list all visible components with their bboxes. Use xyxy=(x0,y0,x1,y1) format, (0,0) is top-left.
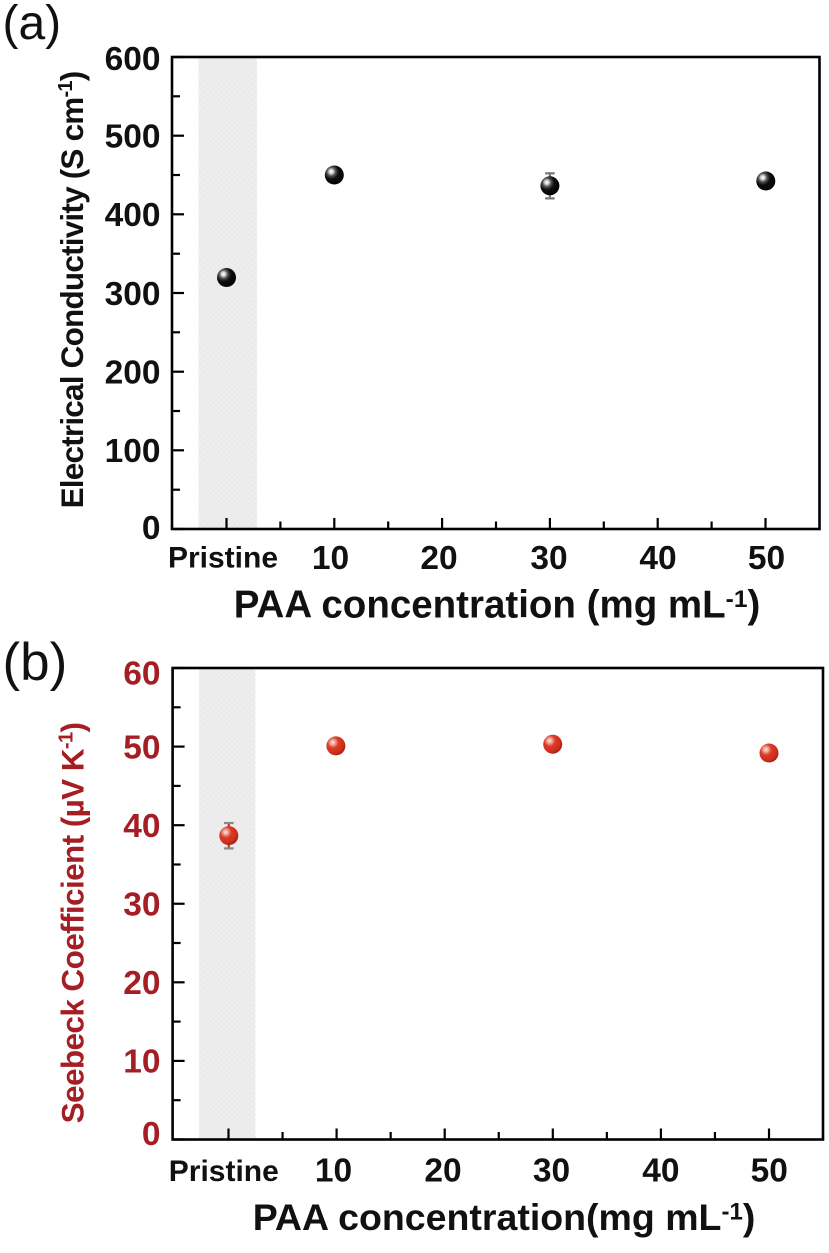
svg-text:200: 200 xyxy=(105,355,161,392)
svg-text:0: 0 xyxy=(142,1116,161,1153)
svg-text:300: 300 xyxy=(105,276,161,313)
svg-text:Seebeck Coefficient (µV K-1): Seebeck Coefficient (µV K-1) xyxy=(55,723,91,1124)
svg-text:0: 0 xyxy=(142,510,161,547)
svg-text:50: 50 xyxy=(751,1153,788,1190)
svg-text:20: 20 xyxy=(123,965,160,1002)
svg-text:40: 40 xyxy=(123,808,160,845)
svg-text:30: 30 xyxy=(123,887,160,924)
svg-text:10: 10 xyxy=(123,1044,160,1081)
svg-text:10: 10 xyxy=(312,540,349,577)
svg-text:40: 40 xyxy=(642,1153,679,1190)
svg-text:20: 20 xyxy=(420,540,457,577)
svg-text:400: 400 xyxy=(105,197,161,234)
svg-text:50: 50 xyxy=(748,540,785,577)
svg-text:10: 10 xyxy=(315,1153,352,1190)
svg-text:Electrical Conductivity (S cm-: Electrical Conductivity (S cm-1) xyxy=(54,72,90,509)
svg-text:(b): (b) xyxy=(3,633,68,692)
svg-text:30: 30 xyxy=(533,1153,570,1190)
svg-text:40: 40 xyxy=(639,540,676,577)
svg-text:PAA concentration (mg mL-1): PAA concentration (mg mL-1) xyxy=(234,584,761,627)
svg-text:PAA concentration(mg mL-1): PAA concentration(mg mL-1) xyxy=(253,1196,756,1238)
svg-text:30: 30 xyxy=(530,540,567,577)
svg-text:(a): (a) xyxy=(3,0,62,50)
svg-text:Pristine: Pristine xyxy=(168,542,278,575)
svg-text:50: 50 xyxy=(123,729,160,766)
svg-text:20: 20 xyxy=(424,1153,461,1190)
svg-text:500: 500 xyxy=(105,119,161,156)
svg-text:600: 600 xyxy=(105,41,161,78)
svg-text:100: 100 xyxy=(105,433,161,470)
svg-text:60: 60 xyxy=(123,655,160,692)
svg-text:Pristine: Pristine xyxy=(169,1155,279,1188)
